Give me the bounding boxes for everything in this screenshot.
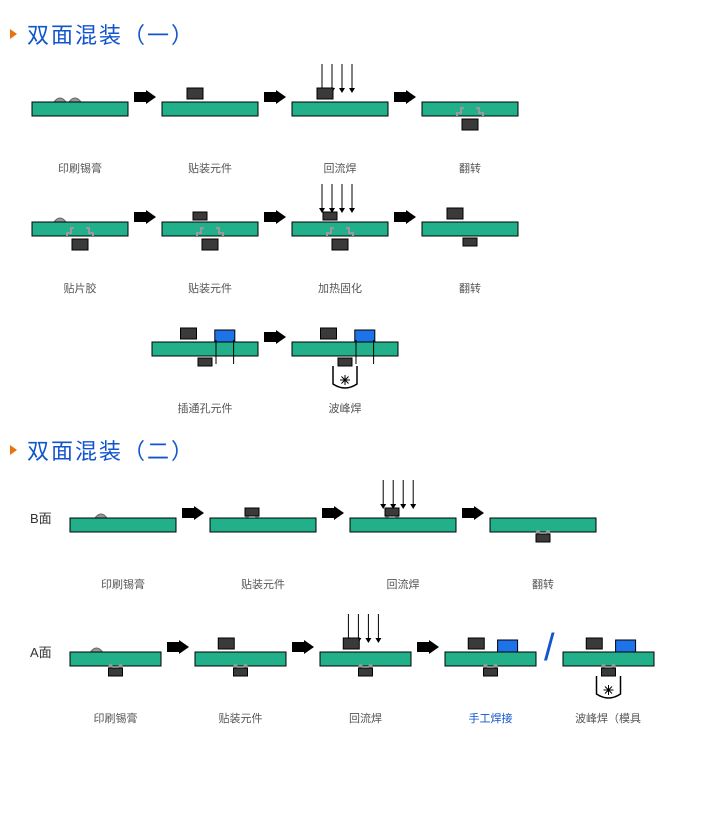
flow-arrow-icon bbox=[264, 302, 286, 344]
flow-arrow-icon bbox=[322, 478, 344, 520]
alternative-slash: / bbox=[538, 612, 561, 670]
process-step: 贴片胶 bbox=[30, 182, 130, 296]
process-step: 翻转 bbox=[420, 62, 520, 176]
flow-arrow-icon bbox=[394, 182, 416, 224]
step-label: 回流焊 bbox=[349, 710, 382, 726]
flow-arrow-icon bbox=[417, 612, 439, 654]
process-step: 翻转 bbox=[420, 182, 520, 296]
step-label: 贴装元件 bbox=[219, 710, 263, 726]
section2-title: 双面混装（二） bbox=[27, 434, 195, 466]
step-label: 贴装元件 bbox=[188, 280, 232, 296]
bullet-icon bbox=[10, 29, 17, 39]
flow-arrow-icon bbox=[394, 62, 416, 104]
process-step: 回流焊 bbox=[348, 478, 458, 592]
step-label: 加热固化 bbox=[318, 280, 362, 296]
process-step: 贴装元件 bbox=[208, 478, 318, 592]
process-step: 波峰焊（模具 bbox=[561, 612, 656, 726]
section1-title: 双面混装（一） bbox=[27, 18, 195, 50]
process-step: 翻转 bbox=[488, 478, 598, 592]
process-step: 贴装元件 bbox=[160, 62, 260, 176]
flow-arrow-icon bbox=[167, 612, 189, 654]
step-label: 贴装元件 bbox=[241, 576, 285, 592]
step-label: 翻转 bbox=[532, 576, 554, 592]
side-label: A面 bbox=[30, 612, 68, 661]
process-step: 印刷锡膏 bbox=[30, 62, 130, 176]
process-step: 波峰焊 bbox=[290, 302, 400, 416]
step-label: 印刷锡膏 bbox=[94, 710, 138, 726]
process-step: 手工焊接 bbox=[443, 612, 538, 726]
section1-header: 双面混装（一） bbox=[10, 18, 710, 50]
flow-arrow-icon bbox=[134, 62, 156, 104]
step-label: 翻转 bbox=[459, 280, 481, 296]
bullet-icon bbox=[10, 445, 17, 455]
process-step: 贴装元件 bbox=[160, 182, 260, 296]
step-label: 手工焊接 bbox=[469, 710, 513, 726]
flow-arrow-icon bbox=[182, 478, 204, 520]
side-label: B面 bbox=[30, 478, 68, 527]
section2-rowB: B面印刷锡膏 贴装元件 回流焊 翻转 bbox=[30, 478, 710, 592]
flow-arrow-icon bbox=[292, 612, 314, 654]
flow-arrow-icon bbox=[134, 182, 156, 224]
section1-row3: 插通孔元件 波峰焊 bbox=[150, 302, 710, 416]
step-label: 贴装元件 bbox=[188, 160, 232, 176]
step-label: 回流焊 bbox=[324, 160, 357, 176]
step-label: 翻转 bbox=[459, 160, 481, 176]
flow-arrow-icon bbox=[462, 478, 484, 520]
step-label: 贴片胶 bbox=[64, 280, 97, 296]
section2-rowA: A面印刷锡膏 贴装元件 回流焊 手工焊接 / 波峰焊（模具 bbox=[30, 612, 710, 726]
step-label: 波峰焊 bbox=[329, 400, 362, 416]
process-step: 回流焊 bbox=[318, 612, 413, 726]
section1-row1: 印刷锡膏 贴装元件 回流焊 翻转 bbox=[30, 62, 710, 176]
step-label: 插通孔元件 bbox=[178, 400, 233, 416]
flow-arrow-icon bbox=[264, 182, 286, 224]
process-step: 印刷锡膏 bbox=[68, 612, 163, 726]
step-label: 回流焊 bbox=[387, 576, 420, 592]
process-step: 插通孔元件 bbox=[150, 302, 260, 416]
section1-row2: 贴片胶 贴装元件 加热固化 翻转 bbox=[30, 182, 710, 296]
process-step: 回流焊 bbox=[290, 62, 390, 176]
process-step: 贴装元件 bbox=[193, 612, 288, 726]
step-label: 印刷锡膏 bbox=[101, 576, 145, 592]
process-step: 加热固化 bbox=[290, 182, 390, 296]
process-step: 印刷锡膏 bbox=[68, 478, 178, 592]
step-label: 波峰焊（模具 bbox=[575, 710, 641, 726]
flow-arrow-icon bbox=[264, 62, 286, 104]
step-label: 印刷锡膏 bbox=[58, 160, 102, 176]
section2-header: 双面混装（二） bbox=[10, 434, 710, 466]
